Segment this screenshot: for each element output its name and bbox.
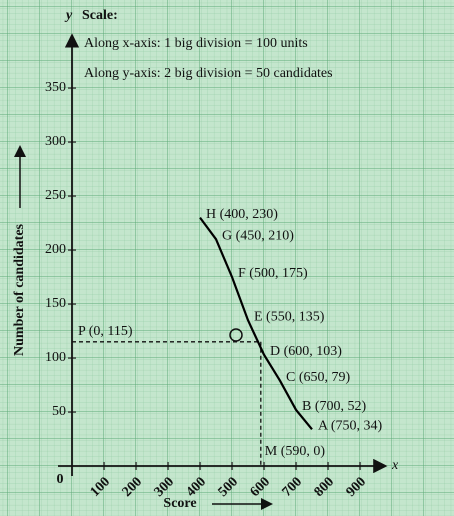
y-tick-label: 300 bbox=[45, 134, 66, 149]
scale-line: Along y-axis: 2 big division = 50 candid… bbox=[84, 66, 333, 81]
x-axis-name: x bbox=[391, 458, 399, 473]
point-label: H (400, 230) bbox=[206, 207, 278, 222]
point-label: D (600, 103) bbox=[270, 344, 342, 359]
ogive-line bbox=[199, 216, 313, 430]
y-axis-name: y bbox=[64, 8, 73, 23]
point-label: F (500, 175) bbox=[238, 266, 308, 281]
y-axis-label: Number of candidates bbox=[12, 223, 27, 356]
y-tick-label: 200 bbox=[45, 242, 66, 257]
point-label: G (450, 210) bbox=[222, 228, 294, 243]
y-tick-label: 100 bbox=[45, 350, 66, 365]
origin-label: 0 bbox=[57, 472, 64, 487]
circle-mark bbox=[229, 328, 243, 342]
y-tick-label: 250 bbox=[45, 188, 66, 203]
point-label: B (700, 52) bbox=[302, 399, 367, 414]
y-tick-label: 150 bbox=[45, 296, 66, 311]
point-label: A (750, 34) bbox=[318, 418, 383, 433]
y-tick-label: 50 bbox=[52, 404, 66, 419]
scale-title: Scale: bbox=[82, 8, 118, 23]
y-tick-label: 350 bbox=[45, 80, 66, 95]
x-axis-label: Score bbox=[163, 496, 196, 511]
point-label: C (650, 79) bbox=[286, 370, 351, 385]
annotation: P (0, 115) bbox=[78, 324, 133, 339]
scale-line: Along x-axis: 1 big division = 100 units bbox=[84, 36, 308, 51]
point-label: E (550, 135) bbox=[254, 309, 325, 324]
annotation: M (590, 0) bbox=[265, 444, 326, 459]
